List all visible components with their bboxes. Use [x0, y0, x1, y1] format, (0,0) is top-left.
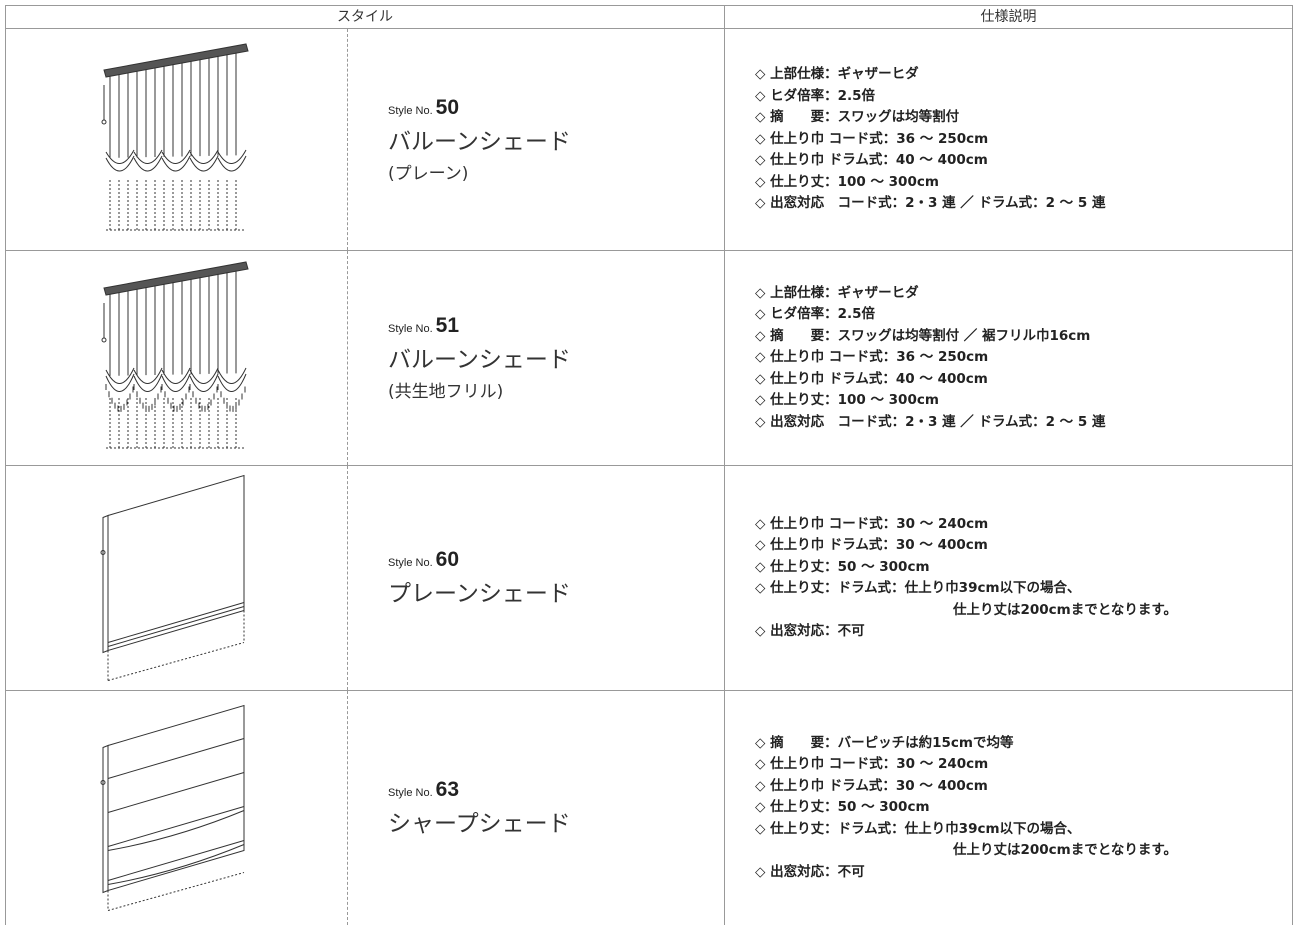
style-no-label: Style No. — [388, 787, 433, 799]
style-cell: Style No. 50 バルーンシェード (プレーン) — [348, 29, 725, 250]
spec-line: ◇ 仕上り巾 コード式：30 ～ 240cm — [755, 515, 989, 532]
table-header: スタイル 仕様説明 — [5, 5, 1293, 29]
style-cell: Style No. 51 バルーンシェード (共生地フリル) — [348, 251, 725, 465]
style-no-label: Style No. — [388, 323, 433, 335]
style-no-label: Style No. — [388, 557, 433, 569]
table-row: Style No. 51 バルーンシェード (共生地フリル) ◇ 上部仕様：ギャザーヒダ… — [5, 251, 1293, 466]
spec-line: ◇ 仕上り丈：50 ～ 300cm — [755, 799, 930, 816]
spec-line: ◇ 仕上り丈：ドラム式：仕上り巾39cm以下の場合、 — [755, 580, 1081, 596]
spec-cell: ◇ 上部仕様：ギャザーヒダ ◇ ヒダ倍率：2.5倍 ◇ 摘 要：スワッグは均等割付 … — [725, 251, 1292, 465]
style-no: 60 — [435, 548, 459, 571]
table-row: Style No. 50 バルーンシェード (プレーン) ◇ 上部仕様：ギャザーヒダ ◇ … — [5, 29, 1293, 251]
spec-line: ◇ 仕上り巾 コード式：36 ～ 250cm — [755, 349, 989, 366]
spec-line: ◇ 仕上り丈：100 ～ 300cm — [755, 173, 939, 190]
style-number: Style No. 51 — [388, 314, 724, 338]
style-name: プレーンシェード — [388, 581, 571, 607]
spec-line: ◇ 上部仕様：ギャザーヒダ — [755, 284, 919, 301]
spec-line: ◇ 仕上り巾 ドラム式：40 ～ 400cm — [755, 152, 988, 169]
image-cell — [6, 251, 348, 465]
spec-line: 仕上り丈は200cmまでとなります。 — [953, 601, 1177, 618]
spec-line: ◇ 上部仕様：ギャザーヒダ — [755, 66, 919, 83]
style-no: 51 — [435, 314, 459, 337]
spec-line: ◇ 出窓対応 コード式：2・3 連 ／ ドラム式：2 ～ 5 連 — [755, 413, 1106, 430]
spec-line: ◇ 仕上り丈：ドラム式：仕上り巾39cm以下の場合、 — [755, 820, 1081, 837]
spec-line: ◇ 仕上り丈：50 ～ 300cm — [755, 558, 930, 575]
table-body: Style No. 50 バルーンシェード (プレーン) ◇ 上部仕様：ギャザーヒダ ◇ … — [5, 29, 1293, 925]
spec-table: スタイル 仕様説明 Style No. 50 バルーンシェード (プレーン) ◇ 上部仕… — [5, 5, 1293, 925]
style-sub: (共生地フリル) — [388, 382, 504, 402]
spec-line: ◇ ヒダ倍率：2.5倍 — [755, 87, 875, 104]
shade-illustration — [101, 261, 249, 449]
spec-line: 仕上り丈は200cmまでとなります。 — [953, 842, 1177, 859]
spec-line: ◇ 仕上り巾 コード式：30 ～ 240cm — [755, 756, 989, 773]
style-cell: Style No. 60 プレーンシェード — [348, 466, 725, 690]
style-number: Style No. 60 — [388, 548, 724, 572]
style-number: Style No. 63 — [388, 778, 724, 802]
table-row: Style No. 60 プレーンシェード ◇ 仕上り巾 コード式：30 ～ 240c… — [5, 466, 1293, 691]
spec-line: ◇ ヒダ倍率：2.5倍 — [755, 306, 875, 323]
spec-cell: ◇ 上部仕様：ギャザーヒダ ◇ ヒダ倍率：2.5倍 ◇ 摘 要：スワッグは均等割付 ◇… — [725, 29, 1292, 250]
shade-illustration — [100, 475, 245, 681]
image-cell — [6, 29, 348, 250]
spec-line: ◇ 出窓対応：不可 — [755, 623, 865, 639]
spec-line: ◇ 摘 要：スワッグは均等割付 — [755, 109, 960, 126]
style-sub: (プレーン) — [388, 163, 469, 184]
table-row: Style No. 63 シャープシェード ◇ 摘 要：バーピッチは約15cmで均等 ◇… — [5, 691, 1293, 925]
spec-cell: ◇ 仕上り巾 コード式：30 ～ 240cm ◇ 仕上り巾 ドラム式：30 ～ 4… — [725, 466, 1292, 690]
style-no: 50 — [435, 95, 459, 119]
style-cell: Style No. 63 シャープシェード — [348, 691, 725, 925]
image-cell — [6, 466, 348, 690]
shade-illustration — [101, 42, 249, 231]
spec-line: ◇ 仕上り丈：100 ～ 300cm — [755, 392, 939, 409]
spec-line: ◇ 仕上り巾 ドラム式：40 ～ 400cm — [755, 370, 988, 387]
header-cell: スタイル — [6, 6, 725, 28]
style-name: シャープシェード — [388, 811, 571, 837]
spec-line: ◇ 摘 要：バーピッチは約15cmで均等 — [755, 734, 1014, 751]
spec-cell: ◇ 摘 要：バーピッチは約15cmで均等 ◇ 仕上り巾 コード式：30 ～ 240… — [725, 691, 1292, 925]
spec-line: ◇ 仕上り巾 ドラム式：30 ～ 400cm — [755, 537, 988, 553]
style-name: バルーンシェード — [388, 128, 571, 155]
style-name: バルーンシェード — [388, 347, 571, 373]
spec-line: ◇ 仕上り巾 ドラム式：30 ～ 400cm — [755, 777, 988, 794]
style-number: Style No. 50 — [388, 96, 724, 120]
spec-line: ◇ 出窓対応：不可 — [755, 863, 865, 880]
spec-line: ◇ 出窓対応 コード式：2・3 連 ／ ドラム式：2 ～ 5 連 — [755, 195, 1106, 212]
spec-line: ◇ 摘 要：スワッグは均等割付 ／ 裾フリル巾16cm — [755, 327, 1091, 344]
header-cell: 仕様説明 — [980, 9, 1037, 25]
spec-line: ◇ 仕上り巾 コード式：36 ～ 250cm — [755, 130, 989, 147]
style-no: 63 — [435, 778, 459, 801]
image-cell — [6, 691, 348, 925]
style-no-label: Style No. — [388, 104, 433, 117]
shade-illustration — [100, 705, 245, 911]
